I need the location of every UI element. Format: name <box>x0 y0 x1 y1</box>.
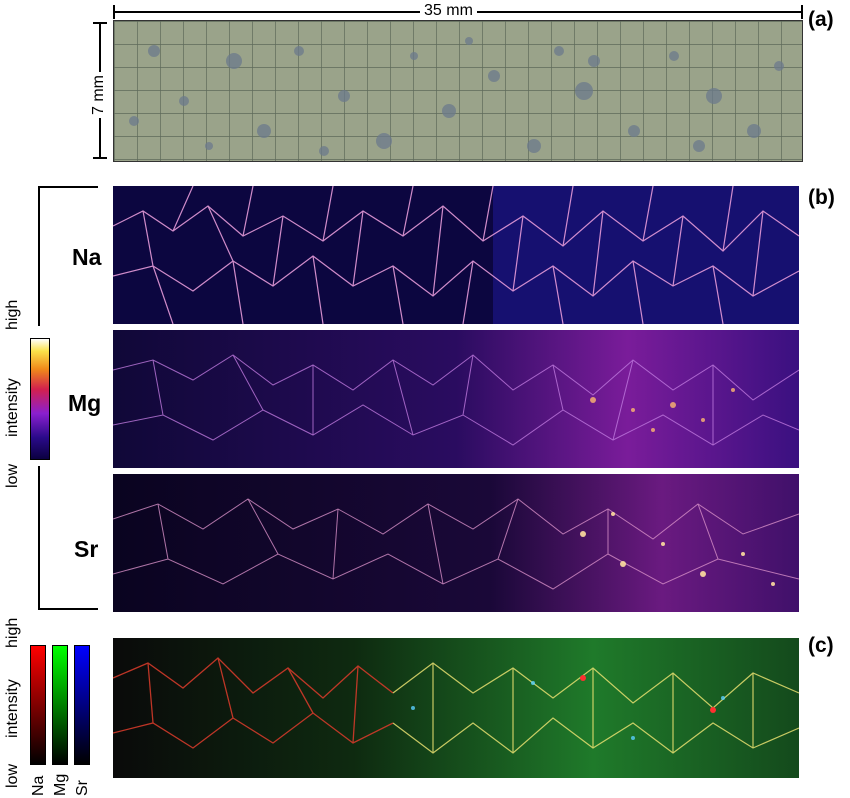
panel-label-a: (a) <box>808 8 834 31</box>
channel-label-sr: Sr <box>74 780 91 796</box>
scale-vertical-label: 7 mm <box>90 72 108 118</box>
scale-bar-horizontal-tick-right <box>801 5 803 19</box>
scale-bar-horizontal-tick-left <box>113 5 115 19</box>
sr-map <box>113 474 799 612</box>
colorbar-b-title: intensity <box>4 378 21 437</box>
channel-label-mg: Mg <box>52 773 69 796</box>
colorbar-c-mg <box>52 645 68 765</box>
element-label-mg: Mg <box>68 390 102 416</box>
scale-bar-vertical-tick-top <box>93 22 107 24</box>
na-map <box>113 186 799 324</box>
channel-label-na: Na <box>30 775 47 796</box>
element-label-sr: Sr <box>74 536 99 562</box>
rgb-overlay-map <box>113 638 799 778</box>
colorbar-b <box>30 338 50 460</box>
colorbar-c-sr <box>74 645 90 765</box>
panel-label-c: (c) <box>808 634 834 657</box>
element-label-na: Na <box>72 244 102 270</box>
panel-label-b: (b) <box>808 186 835 209</box>
colorbar-c-title: intensity <box>4 679 21 738</box>
colorbar-b-high-label: high <box>4 299 21 330</box>
scale-horizontal-label: 35 mm <box>420 2 477 20</box>
colorbar-c-high-label: high <box>4 617 21 648</box>
colorbar-c-na <box>30 645 46 765</box>
mg-map <box>113 330 799 468</box>
colorbar-c-low-label: low <box>4 763 21 788</box>
optical-image <box>113 20 803 162</box>
colorbar-b-low-label: low <box>4 463 21 488</box>
scale-bar-vertical-tick-bottom <box>93 157 107 159</box>
